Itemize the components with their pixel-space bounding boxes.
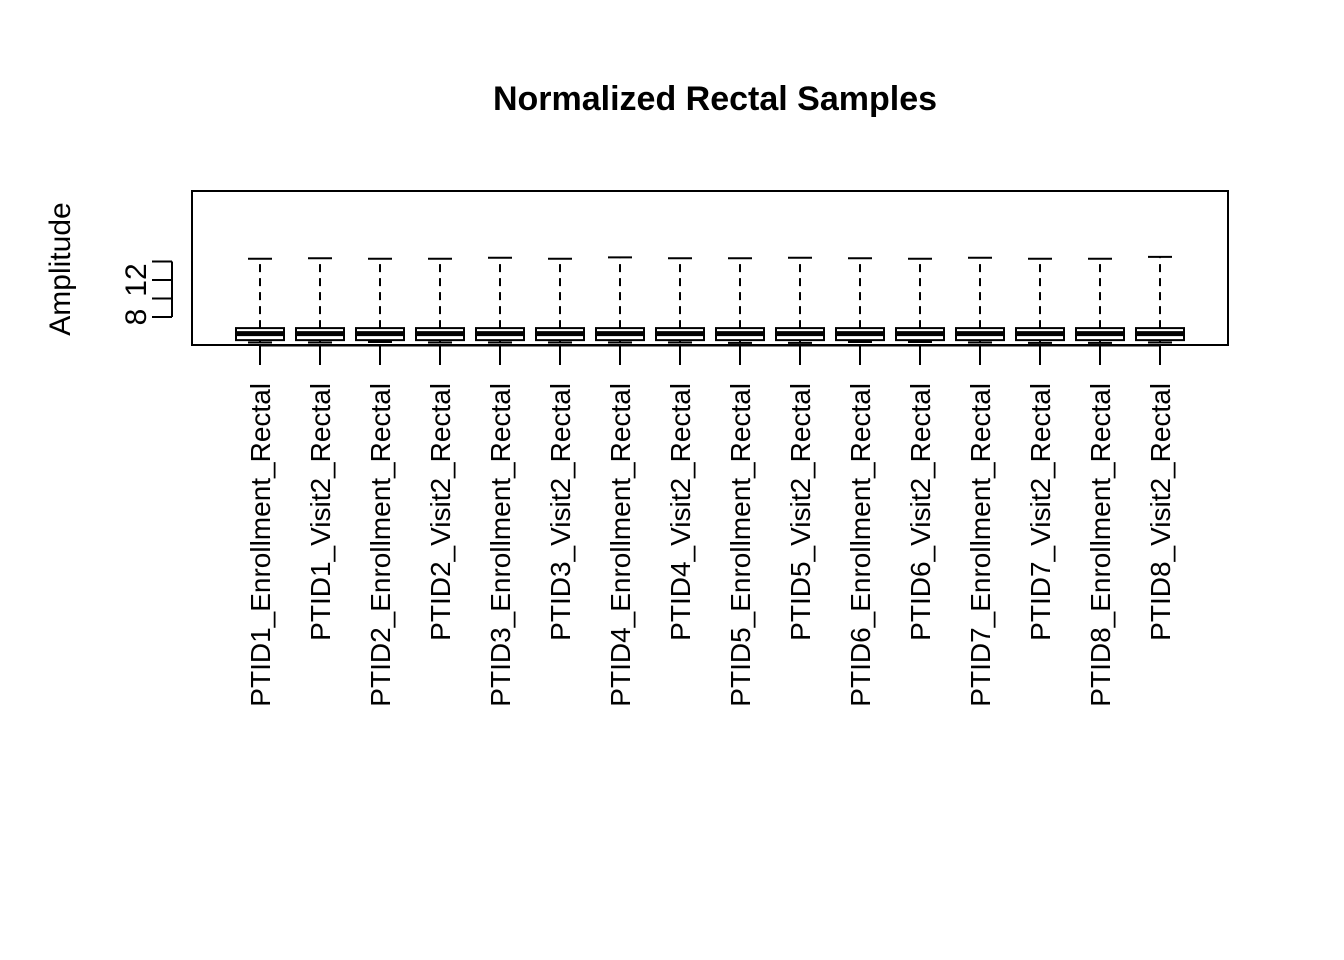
y-tick-label: 12 xyxy=(120,263,153,296)
box-item xyxy=(835,257,885,343)
box-item xyxy=(355,257,405,343)
x-tick-label: PTID5_Visit2_Rectal xyxy=(785,383,816,641)
y-axis-label: Amplitude xyxy=(44,202,77,335)
box-item xyxy=(1135,255,1185,344)
box-item xyxy=(955,256,1005,344)
x-tick-label: PTID4_Enrollment_Rectal xyxy=(605,383,636,707)
x-tick-label: PTID5_Enrollment_Rectal xyxy=(725,383,756,707)
y-axis: 8 12 xyxy=(120,260,173,326)
x-tick-label: PTID2_Enrollment_Rectal xyxy=(365,383,396,707)
x-axis: PTID1_Enrollment_Rectal PTID1_Visit2_Rect… xyxy=(245,344,1176,707)
x-tick-label: PTID1_Visit2_Rectal xyxy=(305,383,336,641)
box-item xyxy=(235,257,285,344)
box-item xyxy=(1015,257,1065,344)
x-tick-label: PTID1_Enrollment_Rectal xyxy=(245,383,276,707)
x-tick-label: PTID7_Visit2_Rectal xyxy=(1025,383,1056,641)
y-tick-label: 8 xyxy=(120,309,153,326)
box-item xyxy=(295,257,345,344)
x-tick-label: PTID6_Visit2_Rectal xyxy=(905,383,936,641)
box-item xyxy=(715,257,765,344)
box-item xyxy=(535,257,585,344)
x-tick-label: PTID2_Visit2_Rectal xyxy=(425,383,456,641)
x-tick-label: PTID6_Enrollment_Rectal xyxy=(845,383,876,707)
box-item xyxy=(895,257,945,343)
box-item xyxy=(415,257,465,344)
x-tick-label: PTID8_Visit2_Rectal xyxy=(1145,383,1176,641)
chart-title: Normalized Rectal Samples xyxy=(493,80,937,118)
box-item xyxy=(595,256,645,344)
plot-frame xyxy=(191,190,1229,346)
box-series xyxy=(235,255,1185,344)
box-item xyxy=(655,257,705,344)
x-tick-label: PTID3_Visit2_Rectal xyxy=(545,383,576,641)
box-item xyxy=(475,256,525,344)
x-tick-label: PTID3_Enrollment_Rectal xyxy=(485,383,516,707)
box-item xyxy=(1075,257,1125,344)
x-tick-label: PTID7_Enrollment_Rectal xyxy=(965,383,996,707)
box-item xyxy=(775,256,825,344)
x-tick-label: PTID8_Enrollment_Rectal xyxy=(1085,383,1116,707)
x-tick-label: PTID4_Visit2_Rectal xyxy=(665,383,696,641)
